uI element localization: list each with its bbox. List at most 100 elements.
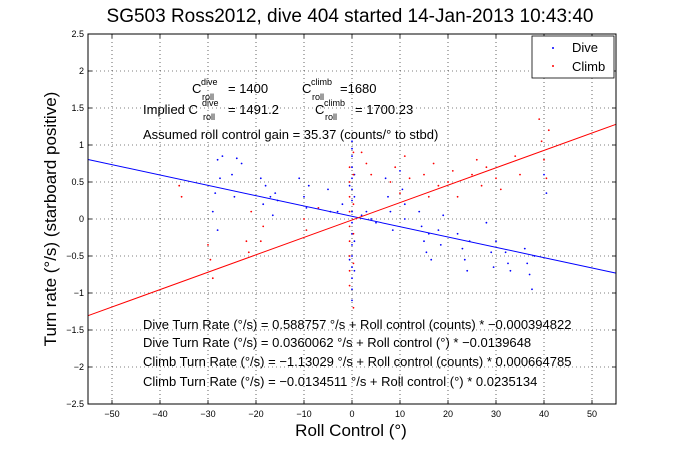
dive-point: [528, 273, 531, 276]
y-tick-label: −0.5: [66, 251, 84, 261]
climb-point: [408, 177, 411, 180]
y-tick-label: −2.5: [66, 399, 84, 409]
dive-point: [504, 251, 507, 254]
dive-point: [353, 195, 356, 198]
climb-point: [178, 184, 181, 187]
dive-point: [485, 221, 488, 224]
dive-fit-line: [87, 159, 617, 274]
dive-point: [461, 247, 464, 250]
y-tick-label: −1.5: [66, 325, 84, 335]
dive-point: [259, 177, 262, 180]
dive-point: [391, 229, 394, 232]
dive-point: [351, 166, 353, 169]
dive-point: [495, 240, 497, 243]
climb-point: [247, 251, 250, 254]
climb-point: [209, 258, 212, 261]
implied-climb-value: = 1700.23: [355, 102, 413, 117]
dive-point: [353, 269, 356, 272]
climb-point: [180, 195, 183, 198]
y-tick-label: 1: [79, 140, 84, 150]
dive-point: [351, 177, 353, 180]
x-tick-label: −50: [104, 409, 119, 419]
dive-point: [219, 177, 221, 180]
climb-fit-line: [87, 123, 617, 317]
climb-point: [547, 129, 550, 132]
equation-dive-counts: Dive Turn Rate (°/s) = 0.588757 °/s + Ro…: [143, 317, 571, 332]
dive-point: [425, 251, 428, 254]
dive-point: [351, 140, 353, 143]
dive-point: [348, 258, 351, 261]
climb-point: [352, 173, 355, 176]
climb-point: [365, 162, 368, 165]
climb-point: [456, 195, 459, 198]
x-tick-label: −30: [200, 409, 215, 419]
y-tick-label: 2: [79, 66, 84, 76]
implied-dive-sub: roll: [203, 112, 215, 122]
dive-point: [327, 188, 329, 191]
dive-point: [437, 229, 440, 232]
dive-point: [351, 232, 353, 235]
implied-climb-c: C: [315, 102, 324, 117]
x-tick-label: 10: [395, 409, 405, 419]
equation-climb-counts: Climb Turn Rate (°/s) = −1.13029 °/s + R…: [143, 354, 571, 369]
dive-point: [262, 203, 265, 206]
legend: Dive Climb: [531, 35, 615, 79]
data-points: [178, 118, 550, 309]
climb-point: [370, 173, 373, 176]
c-dive-label: C: [192, 81, 201, 96]
dive-point: [492, 266, 495, 268]
dive-point: [305, 207, 308, 209]
x-tick-label: −10: [296, 409, 311, 419]
climb-point: [514, 155, 517, 158]
climb-point: [348, 284, 351, 287]
climb-point: [403, 155, 406, 158]
dive-point: [351, 188, 353, 191]
legend-dive-marker: [552, 47, 554, 49]
dive-point: [389, 210, 392, 213]
climb-point: [207, 244, 209, 246]
dive-point: [214, 192, 217, 195]
dive-point: [420, 225, 423, 228]
dive-point: [387, 195, 389, 198]
climb-point: [348, 240, 351, 243]
climb-point: [317, 207, 320, 209]
climb-point: [480, 184, 483, 187]
climb-point: [303, 218, 305, 220]
dive-point: [351, 299, 353, 302]
climb-point: [360, 151, 363, 154]
dive-point: [351, 221, 353, 224]
legend-climb-marker: [552, 65, 554, 67]
implied-prefix: Implied C: [143, 102, 198, 117]
dive-point: [351, 244, 353, 246]
dive-point: [351, 266, 353, 268]
dive-point: [348, 184, 351, 187]
climb-point: [305, 229, 308, 232]
climb-point: [447, 181, 449, 183]
climb-point: [543, 158, 545, 161]
dive-point: [442, 214, 445, 217]
dive-point: [298, 177, 301, 180]
implied-dive-value: = 1491.2: [228, 102, 279, 117]
dive-point: [351, 210, 353, 213]
y-tick-label: 0.5: [71, 177, 84, 187]
dive-point: [365, 210, 368, 213]
climb-point: [211, 277, 214, 280]
c-climb-label: C: [302, 81, 311, 96]
dive-point: [490, 251, 493, 254]
dive-point: [466, 269, 469, 272]
climb-point: [427, 195, 430, 198]
dive-point: [303, 195, 305, 198]
legend-box: [531, 35, 615, 79]
climb-point: [348, 195, 351, 198]
dive-point: [351, 277, 353, 280]
dive-point: [423, 240, 425, 243]
dive-point: [231, 173, 233, 176]
climb-point: [399, 192, 401, 195]
dive-point: [526, 262, 529, 265]
climb-point: [352, 262, 355, 265]
dive-point: [543, 173, 545, 176]
dive-point: [307, 184, 310, 187]
dive-point: [211, 210, 214, 213]
roll-gain-text: Assumed roll control gain = 35.37 (count…: [143, 127, 438, 142]
